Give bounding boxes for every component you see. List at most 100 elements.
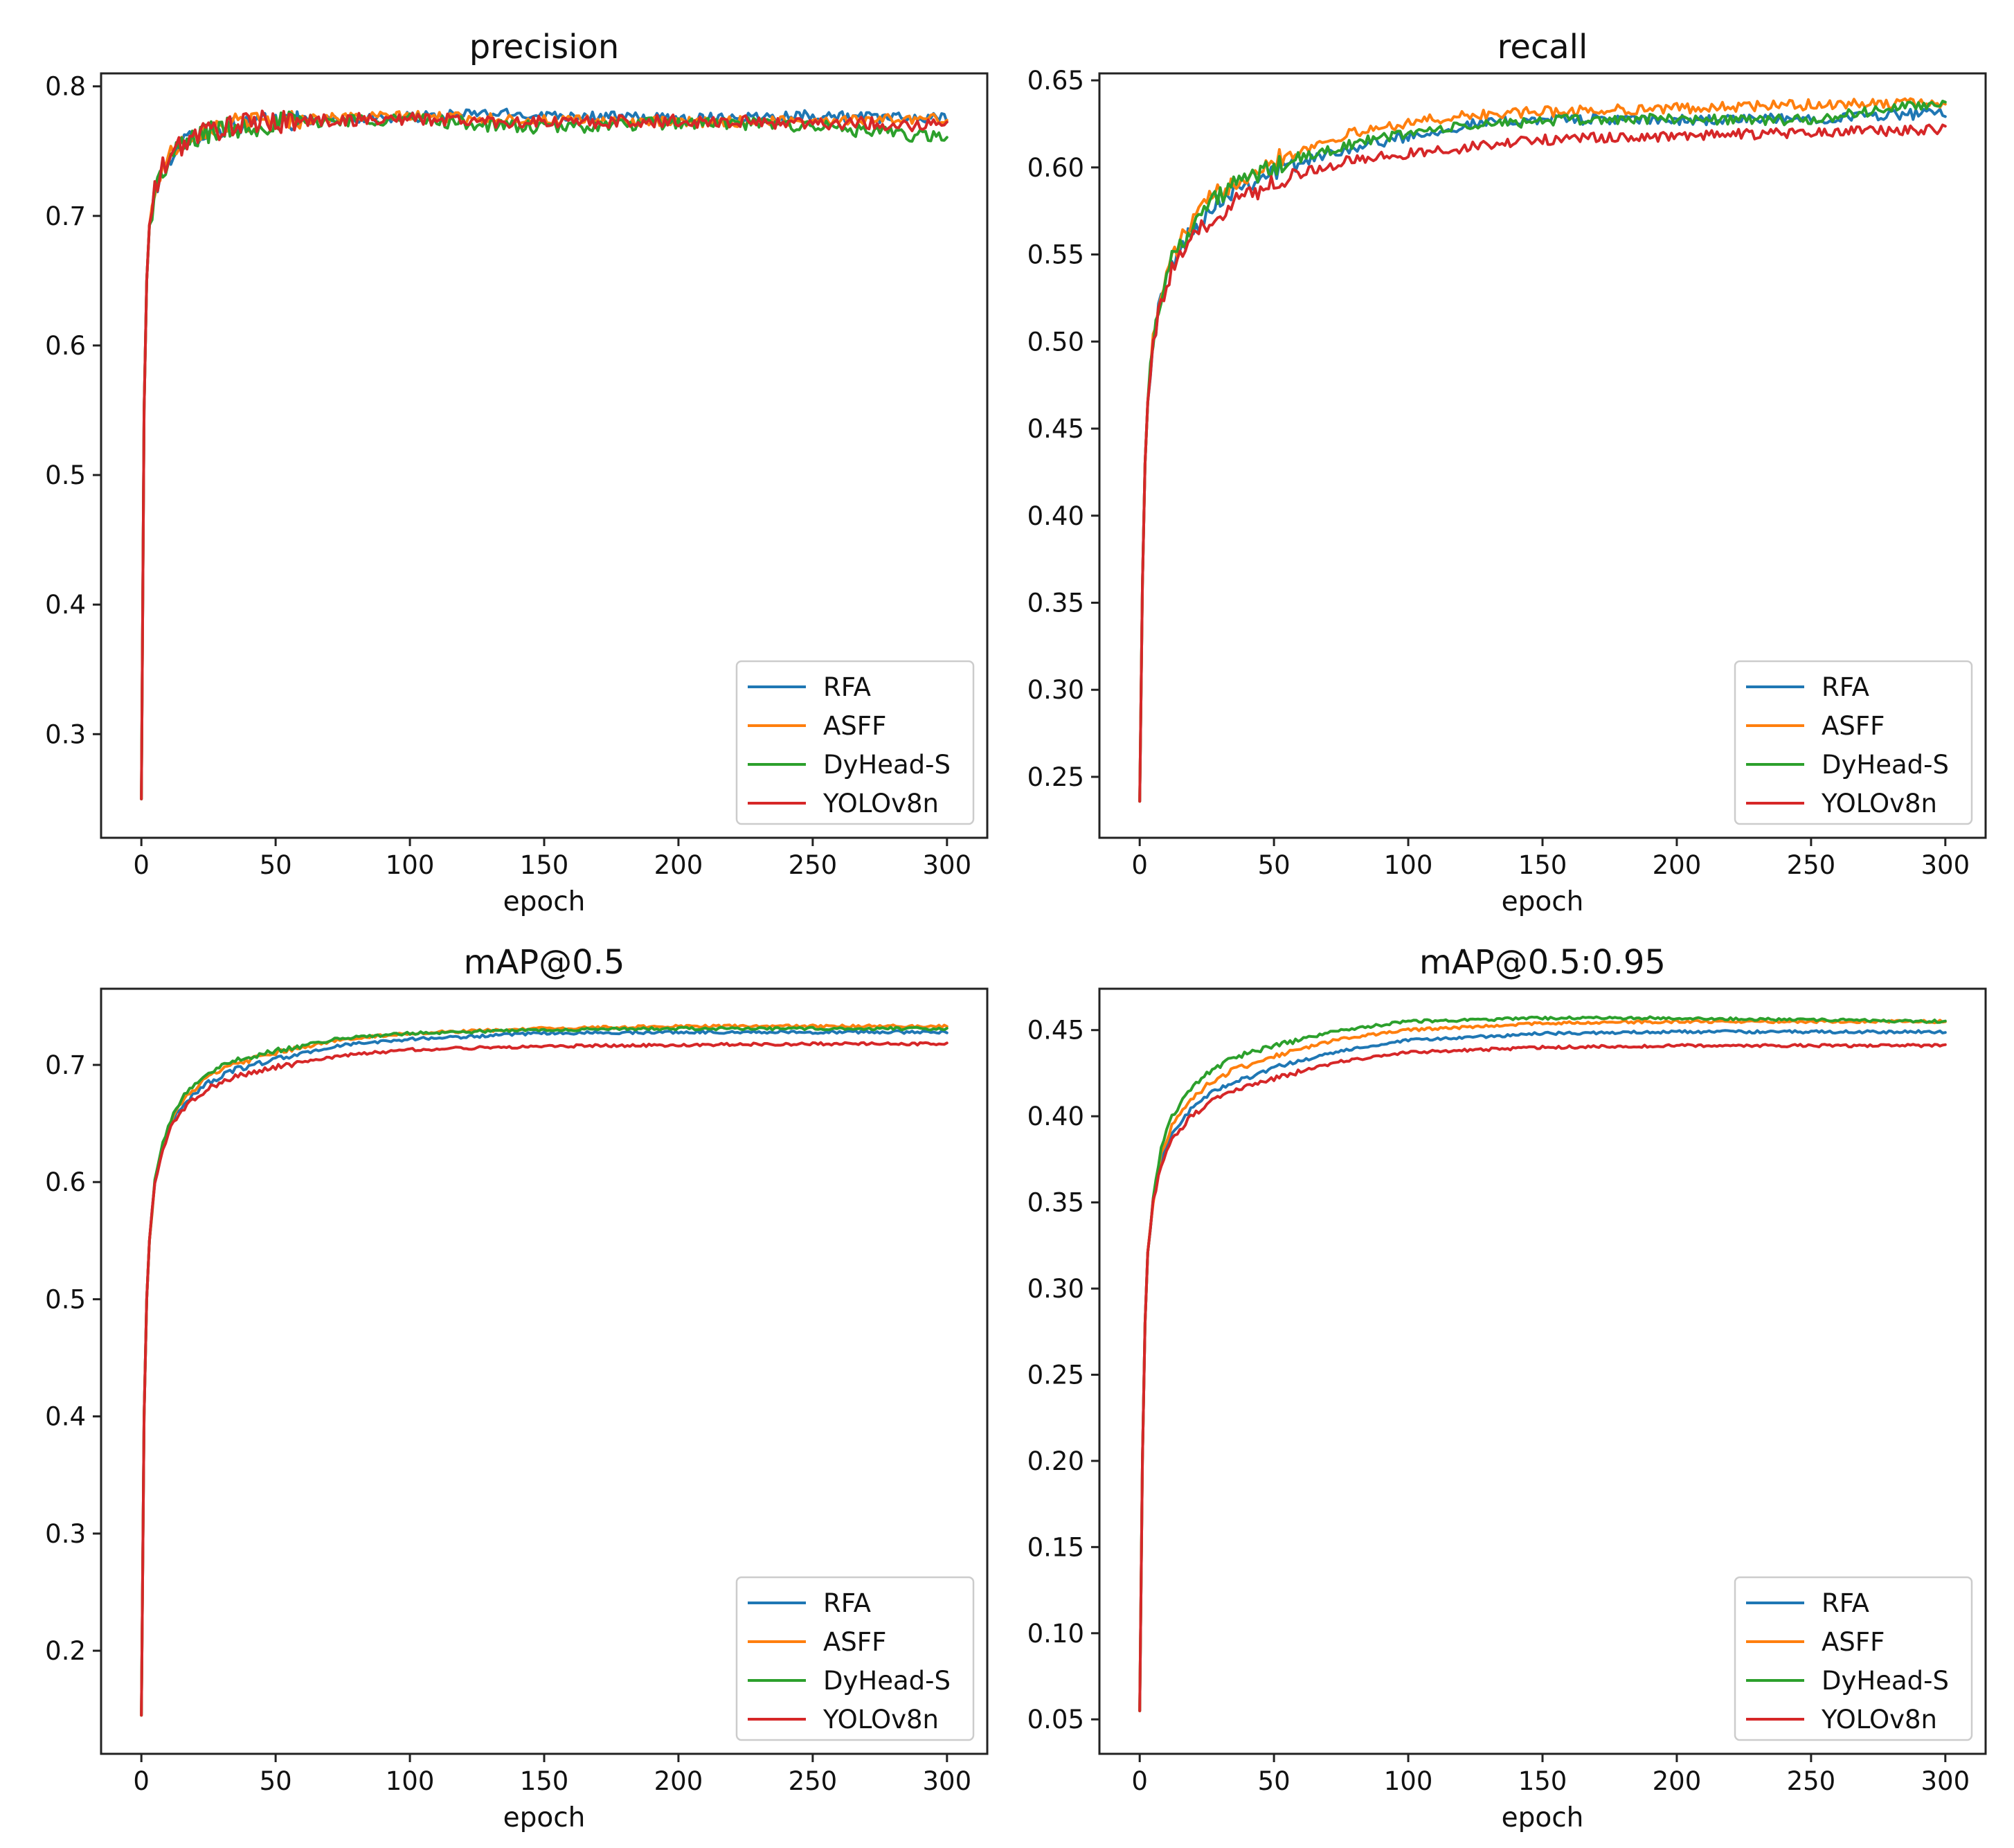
y-tick-label: 0.60 [1027, 153, 1084, 183]
x-tick-label: 0 [133, 850, 150, 880]
series-line-dyhead-s [1138, 1015, 1947, 1712]
chart-title: mAP@0.5:0.95 [1419, 943, 1666, 982]
y-tick-label: 0.45 [1027, 414, 1084, 444]
series-lines [140, 107, 948, 800]
x-tick-label: 200 [654, 850, 703, 880]
legend-entry-label: YOLOv8n [1821, 789, 1937, 818]
x-tick-label: 250 [789, 1766, 838, 1796]
legend-entry-label: DyHead-S [1822, 1666, 1949, 1696]
y-tick-label: 0.5 [45, 460, 86, 490]
chart-panel: recall 0 50 100 150 200 250 300 0.25 0.30 0.35 0.40… [1027, 28, 1987, 917]
y-tick-label: 0.7 [45, 201, 86, 231]
x-tick-label: 150 [520, 850, 569, 880]
legend: RFA ASFF DyHead-S YOLOv8n [735, 1576, 975, 1741]
y-tick-label: 0.30 [1027, 1274, 1084, 1304]
x-tick-label: 100 [386, 1766, 435, 1796]
chart-panel: precision 0 50 100 150 200 250 300 0.3 0.4 0.5 0.6 0… [45, 28, 989, 917]
series-line-dyhead-s [140, 110, 948, 800]
x-tick-label: 150 [520, 1766, 569, 1796]
y-tick-label: 0.45 [1027, 1016, 1084, 1046]
legend: RFA ASFF DyHead-S YOLOv8n [1734, 1576, 1973, 1741]
y-tick-label: 0.40 [1027, 501, 1084, 531]
chart-title: mAP@0.5 [464, 943, 625, 982]
x-tick-label: 250 [789, 850, 838, 880]
x-axis-label: epoch [1502, 1802, 1584, 1833]
legend: RFA ASFF DyHead-S YOLOv8n [735, 660, 975, 825]
x-tick-label: 100 [1384, 850, 1433, 880]
legend-box [735, 660, 975, 825]
series-line-rfa [140, 1029, 948, 1717]
series-line-yolov8n [140, 1041, 948, 1717]
y-tick-label: 0.3 [45, 719, 86, 749]
y-tick-label: 0.3 [45, 1519, 86, 1549]
chart-panel: mAP@0.5 0 50 100 150 200 250 300 0.2 0.3 0.4 0.5 0.6… [45, 943, 989, 1833]
y-tick-label: 0.30 [1027, 675, 1084, 705]
y-tick-label: 0.15 [1027, 1532, 1084, 1562]
x-tick-label: 150 [1518, 1766, 1567, 1796]
y-tick-label: 0.8 [45, 72, 86, 102]
y-tick-label: 0.35 [1027, 589, 1084, 618]
legend-entry-label: ASFF [823, 1627, 886, 1657]
y-tick-label: 0.65 [1027, 66, 1084, 96]
y-tick-label: 0.55 [1027, 240, 1084, 270]
x-tick-label: 150 [1518, 850, 1567, 880]
series-line-rfa [1138, 1029, 1947, 1712]
chart-panel: mAP@0.5:0.95 0 50 100 150 200 250 300 0.05 0.10 0.… [1027, 943, 1987, 1833]
y-tick-label: 0.25 [1027, 1360, 1084, 1390]
series-lines [1138, 97, 1947, 803]
legend-entry-label: YOLOv8n [1821, 1705, 1937, 1734]
y-tick-label: 0.6 [45, 1167, 86, 1197]
series-line-yolov8n [1138, 1043, 1947, 1712]
x-tick-label: 300 [923, 850, 972, 880]
x-tick-label: 50 [1258, 850, 1291, 880]
series-line-dyhead-s [1138, 100, 1947, 803]
y-tick-label: 0.05 [1027, 1705, 1084, 1734]
x-tick-label: 250 [1787, 850, 1836, 880]
legend-entry-label: DyHead-S [823, 1666, 951, 1696]
x-tick-label: 200 [654, 1766, 703, 1796]
series-line-dyhead-s [140, 1025, 948, 1717]
x-axis-label: epoch [503, 886, 586, 917]
chart-title: recall [1498, 28, 1588, 66]
x-tick-label: 300 [923, 1766, 972, 1796]
y-tick-label: 0.6 [45, 331, 86, 361]
y-tick-label: 0.2 [45, 1636, 86, 1666]
series-line-asff [140, 1023, 948, 1717]
series-line-yolov8n [1138, 123, 1947, 803]
x-tick-label: 250 [1787, 1766, 1836, 1796]
x-tick-label: 300 [1921, 850, 1970, 880]
x-axis-label: epoch [503, 1802, 586, 1833]
legend-entry-label: ASFF [1822, 1627, 1885, 1657]
legend-entry-label: RFA [823, 1588, 871, 1618]
series-lines [1138, 1015, 1947, 1712]
y-tick-label: 0.35 [1027, 1188, 1084, 1218]
x-tick-label: 300 [1921, 1766, 1970, 1796]
series-lines [140, 1023, 948, 1717]
legend-box [735, 1576, 975, 1741]
x-axis-label: epoch [1502, 886, 1584, 917]
x-tick-label: 200 [1653, 1766, 1702, 1796]
x-tick-label: 50 [260, 850, 292, 880]
legend: RFA ASFF DyHead-S YOLOv8n [1734, 660, 1973, 825]
x-tick-label: 200 [1653, 850, 1702, 880]
legend-entry-label: RFA [1822, 1588, 1869, 1618]
y-tick-label: 0.7 [45, 1050, 86, 1080]
y-tick-label: 0.4 [45, 1402, 86, 1432]
y-tick-label: 0.25 [1027, 762, 1084, 792]
legend-entry-label: DyHead-S [1822, 750, 1949, 780]
legend-entry-label: YOLOv8n [822, 1705, 939, 1734]
chart-title: precision [469, 28, 620, 66]
series-line-yolov8n [140, 109, 948, 800]
x-tick-label: 50 [1258, 1766, 1291, 1796]
legend-entry-label: DyHead-S [823, 750, 951, 780]
x-tick-label: 0 [133, 1766, 150, 1796]
legend-entry-label: RFA [823, 672, 871, 702]
y-tick-label: 0.20 [1027, 1446, 1084, 1476]
y-tick-label: 0.50 [1027, 327, 1084, 357]
x-tick-label: 50 [260, 1766, 292, 1796]
legend-entry-label: ASFF [823, 711, 886, 741]
legend-entry-label: RFA [1822, 672, 1869, 702]
y-tick-label: 0.10 [1027, 1619, 1084, 1649]
x-tick-label: 0 [1131, 850, 1148, 880]
legend-box [1734, 1576, 1973, 1741]
